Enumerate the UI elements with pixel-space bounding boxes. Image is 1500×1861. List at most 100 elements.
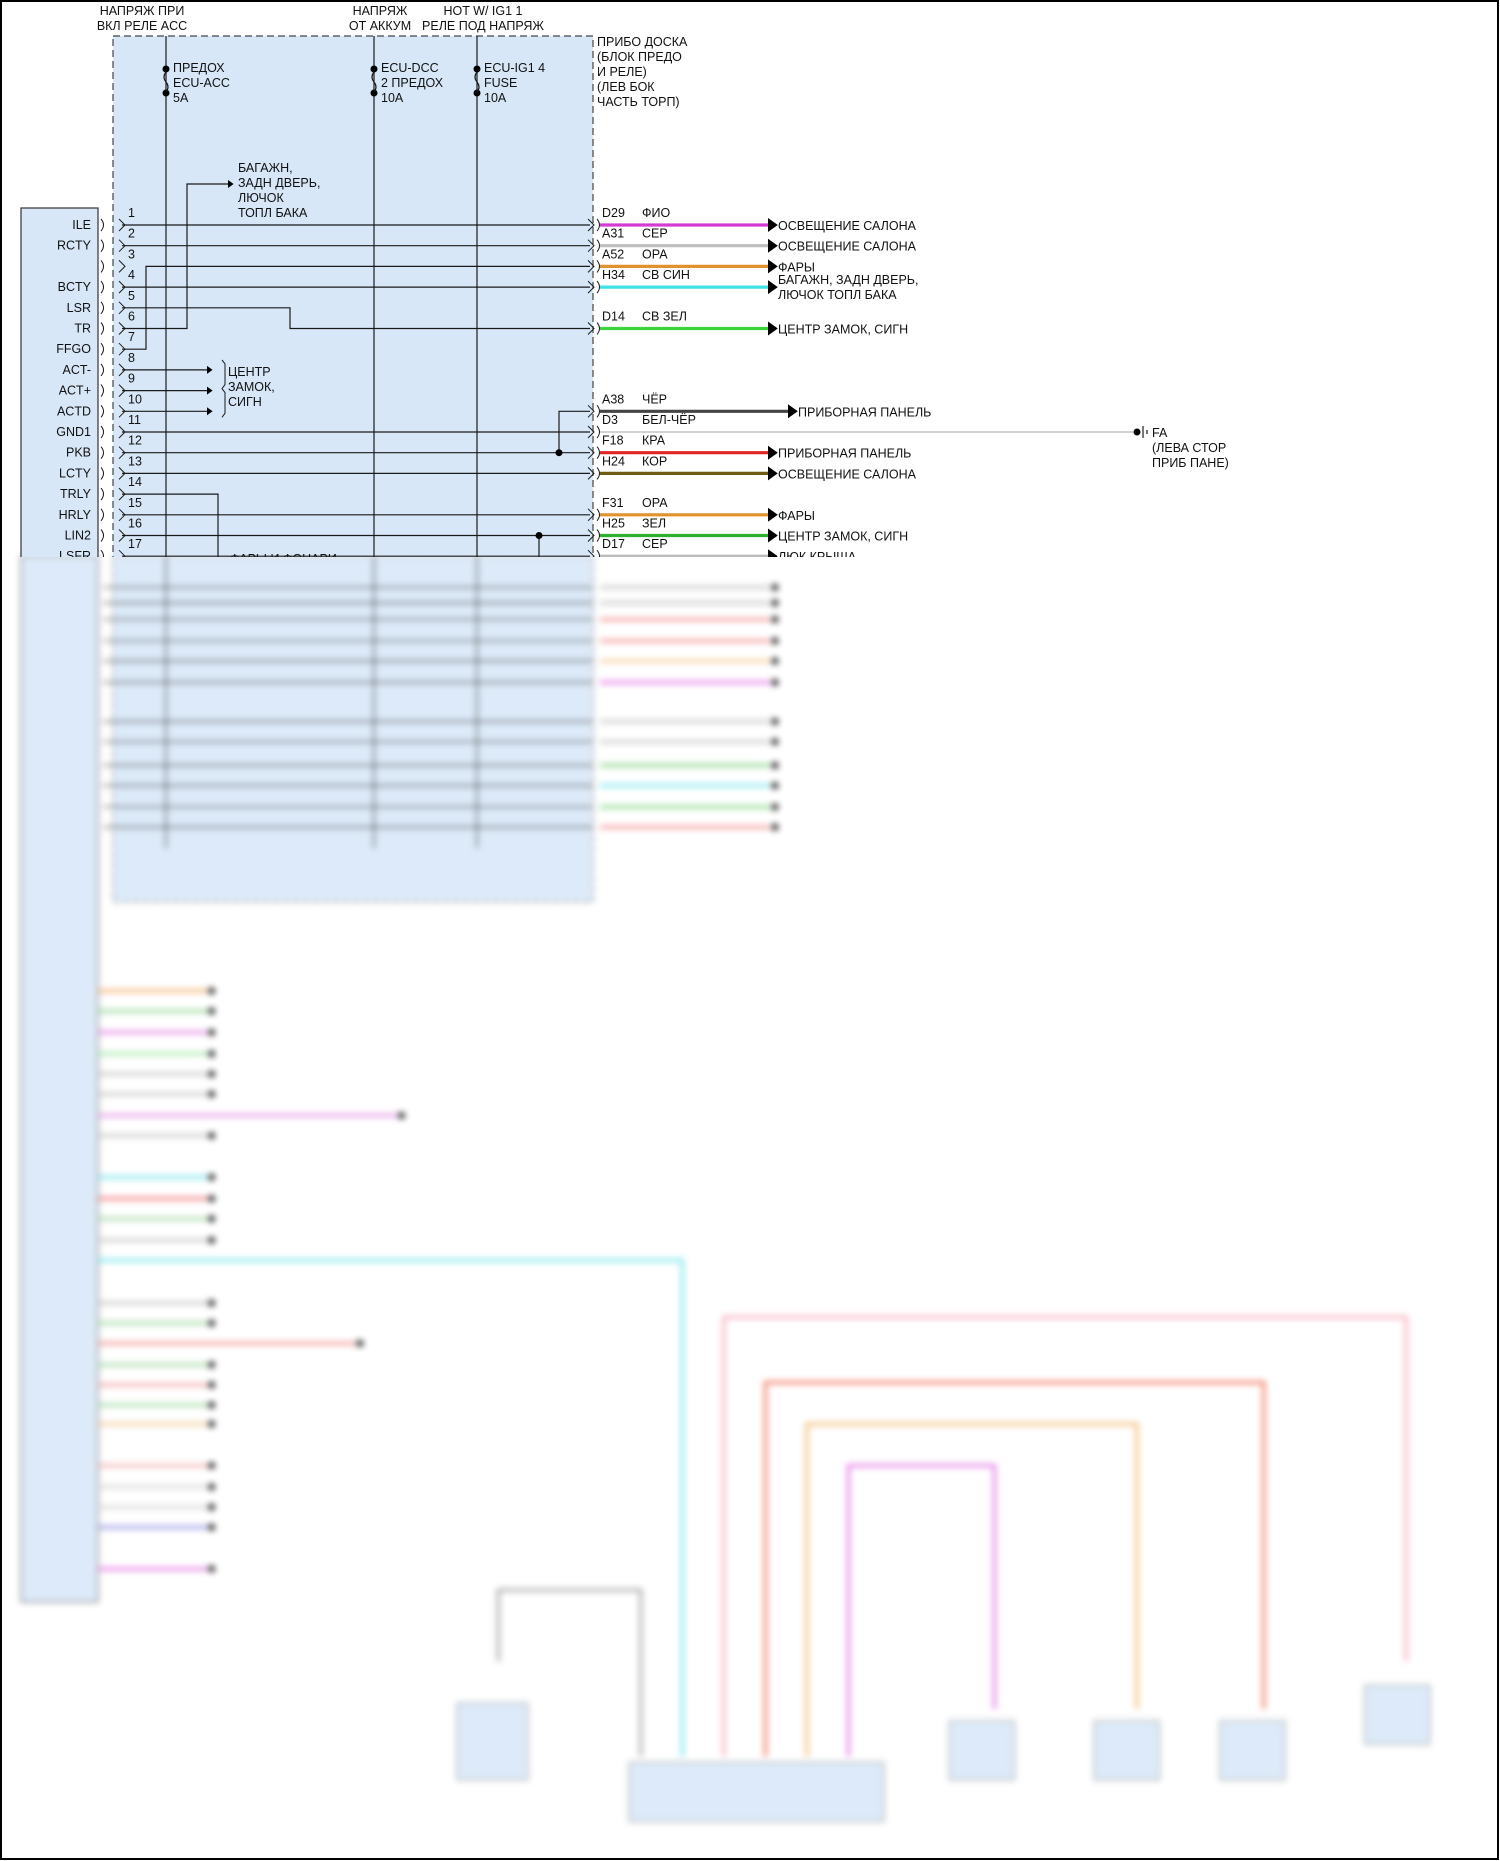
connector-cavity-icon (100, 404, 104, 418)
connector-pin-code: D17 (602, 537, 625, 551)
lights-label: ФАРЫ И ФОНАРИ (230, 552, 337, 566)
connector-end (208, 1483, 216, 1491)
connector-pin-code: D29 (602, 206, 625, 220)
pin-label: TR (74, 322, 91, 336)
wire-color-label: ЧЁР (642, 392, 667, 406)
wire-long-magenta (846, 1464, 996, 1757)
arrow-icon (768, 259, 778, 274)
pin-label: HRLY (59, 508, 92, 522)
acc-power-label: НАПРЯЖ ПРИ (100, 4, 185, 18)
connector-end (208, 1070, 216, 1078)
pin-number: 1 (128, 206, 135, 220)
trunk-label: ЗАДН ДВЕРЬ, (238, 176, 320, 190)
fuse-block-label: (БЛОК ПРЕДО (597, 50, 682, 64)
pin-number: 3 (128, 247, 135, 261)
pin-chevron-icon (587, 467, 595, 480)
connector-cavity-icon (596, 404, 600, 418)
pin-chevron-icon (587, 322, 595, 335)
connector-cavity-icon (100, 260, 104, 273)
pin-label: LCTY (59, 466, 92, 480)
connector-end (771, 657, 779, 665)
ground-location: ПРИБ ПАНЕ) (1152, 456, 1229, 470)
pin-label: ACT+ (59, 384, 91, 398)
wire-destination: ПРИБОРНАЯ ПАНЕЛЬ (778, 447, 911, 461)
wire-color-label: КРА (642, 434, 666, 448)
arrow-icon (768, 466, 778, 481)
connector-cavity-icon (596, 467, 600, 480)
pin-number: 7 (128, 330, 135, 344)
wire-color-label: СЕР (642, 227, 668, 241)
pin-chevron-icon (118, 260, 126, 273)
connector-end (208, 1007, 216, 1015)
fuse-terminal (162, 89, 170, 97)
pin-chevron-icon (587, 425, 595, 439)
blurred-lower-section (20, 555, 1431, 1823)
connector-end (208, 1090, 216, 1098)
connector-cavity-icon (100, 280, 104, 294)
body-ecu-lower (20, 555, 99, 1603)
wire-color-label: СВ ЗЕЛ (642, 310, 687, 324)
pin-label: RCTY (57, 239, 92, 253)
connector-end (208, 1173, 216, 1181)
connector-cavity-icon (100, 446, 104, 460)
pin-number: 5 (128, 289, 135, 303)
acc-power-label: ВКЛ РЕЛЕ ACC (97, 19, 187, 33)
connector-cavity-icon (100, 239, 104, 253)
battery-power-label: ОТ АККУМ (349, 19, 411, 33)
pin-label: PKB (66, 446, 91, 460)
wire-destination: ОСВЕЩЕНИЕ САЛОНА (778, 467, 917, 481)
connector-cavity-icon (100, 467, 104, 480)
arrow-icon (788, 404, 798, 419)
connector-pin-code: D3 (602, 413, 618, 427)
connector-pin-code: H25 (602, 517, 625, 531)
connector-end (771, 637, 779, 645)
central-lock-label: ЦЕНТР (228, 365, 271, 379)
arrow-icon (768, 238, 778, 253)
connector-cavity-icon (100, 425, 104, 439)
connector-lower (948, 1720, 1016, 1781)
pin-label: ILE (72, 218, 91, 232)
connector-pin-code: A52 (602, 247, 624, 261)
connector-cavity-icon (100, 322, 104, 335)
wire-long-cyan (98, 1258, 684, 1757)
fuse-terminal (370, 65, 378, 73)
connector-end (208, 1299, 216, 1307)
wire-long-red (763, 1381, 1266, 1757)
wire-destination: БАГАЖН, ЗАДН ДВЕРЬ, (778, 273, 918, 287)
pin-chevron-icon (587, 260, 595, 273)
pin-chevron-icon (587, 404, 595, 418)
pin-chevron-icon (587, 218, 595, 232)
fuse-block-label: ПРИБО ДОСКА (597, 35, 688, 49)
connector-end (208, 1462, 216, 1470)
connector-end (771, 583, 779, 591)
connector-lower (1093, 1720, 1160, 1781)
pin-label: LSR (67, 301, 91, 315)
arrow-icon (228, 180, 234, 188)
pin-chevron-icon (587, 280, 595, 294)
arrow-icon (768, 321, 778, 336)
pin-number: 15 (128, 496, 142, 510)
connector-cavity-icon (596, 218, 600, 232)
pin-number: 8 (128, 351, 135, 365)
arrow-icon (768, 528, 778, 543)
connector-pin-code: H34 (602, 268, 625, 282)
wire-color-label: СВ СИН (642, 268, 690, 282)
pin-number: 10 (128, 392, 142, 406)
ig1-power-label: HOT W/ IG1 1 (444, 4, 523, 18)
connector-cavity-icon (596, 508, 600, 522)
arrow-icon (768, 445, 778, 460)
pin-number: 12 (128, 434, 142, 448)
pin-number: 2 (128, 227, 135, 241)
pin-label: GND1 (56, 425, 91, 439)
wire-destination: ЛЮЧОК ТОПЛ БАКА (778, 288, 897, 302)
pin-number: 13 (128, 454, 142, 468)
wire-destination: ЦЕНТР ЗАМОК, СИГН (778, 323, 908, 337)
pin-chevron-icon (587, 508, 595, 522)
wire-color-label: ОРА (642, 247, 668, 261)
wire-destination: ОСВЕЩЕНИЕ САЛОНА (778, 240, 917, 254)
connector-cavity-icon (596, 446, 600, 460)
fuse-label: ECU-IG1 4 (484, 61, 545, 75)
fuse-block-label: И РЕЛЕ) (597, 65, 647, 79)
